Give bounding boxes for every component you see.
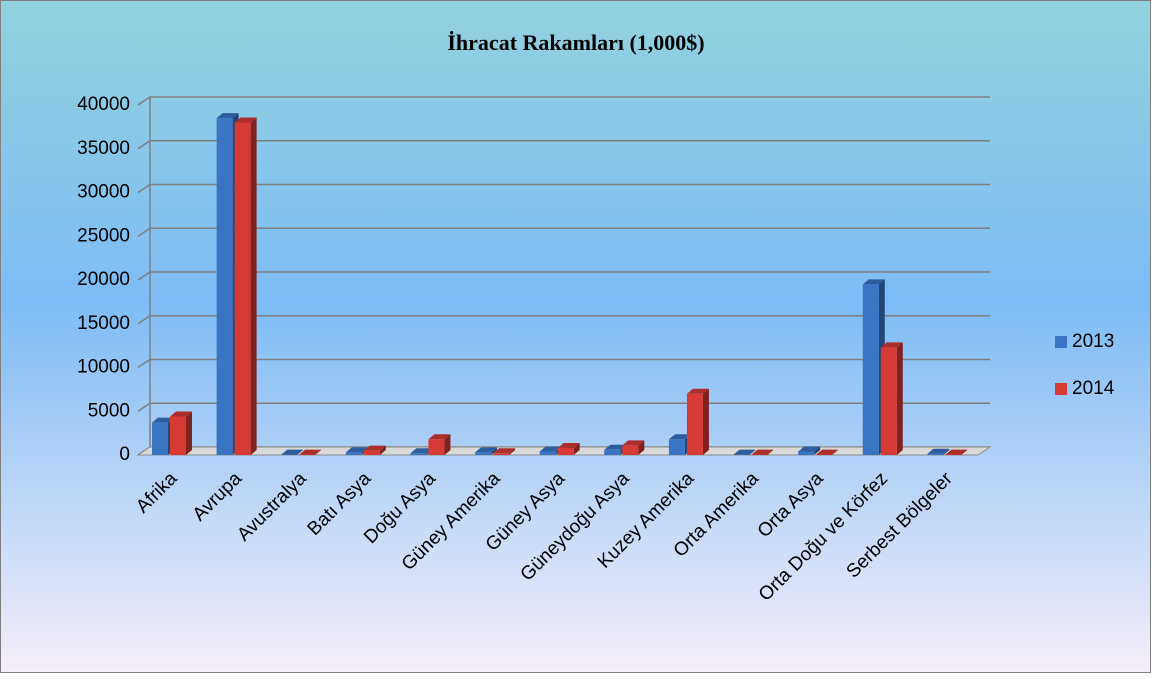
bar-side (897, 342, 903, 455)
bar (152, 423, 168, 455)
y-tick-label: 15000 (77, 313, 130, 334)
bar (217, 118, 233, 455)
y-tick-label: 35000 (77, 138, 130, 159)
bar (475, 452, 491, 455)
bar-side (251, 118, 257, 456)
bar (493, 453, 509, 455)
bar-side (703, 389, 709, 455)
y-tick-label: 0 (119, 444, 130, 465)
bar (410, 453, 426, 455)
bar (364, 451, 380, 455)
bar-side (186, 412, 192, 456)
bar (604, 450, 620, 455)
y-tick-label: 5000 (88, 400, 130, 421)
y-tick-label: 25000 (77, 225, 130, 246)
bar (881, 347, 897, 455)
bar (927, 454, 943, 455)
bar (863, 284, 879, 455)
bar (346, 452, 362, 455)
bar (687, 394, 703, 455)
y-tick-label: 40000 (77, 94, 130, 115)
legend-swatch (1055, 336, 1067, 348)
y-tick-label: 20000 (77, 269, 130, 290)
y-tick-label: 10000 (77, 357, 130, 378)
bar (170, 417, 186, 456)
legend-label: 2014 (1072, 378, 1115, 399)
y-tick-label: 30000 (77, 182, 130, 203)
bar (798, 452, 814, 456)
chart-title: İhracat Rakamları (1,000$) (447, 30, 704, 55)
legend-swatch (1055, 383, 1067, 395)
bar (669, 439, 685, 455)
legend-label: 2013 (1072, 331, 1114, 352)
bar (558, 448, 574, 455)
bar (622, 445, 638, 455)
bar (540, 452, 556, 456)
bar (428, 439, 444, 455)
bar (235, 123, 251, 456)
